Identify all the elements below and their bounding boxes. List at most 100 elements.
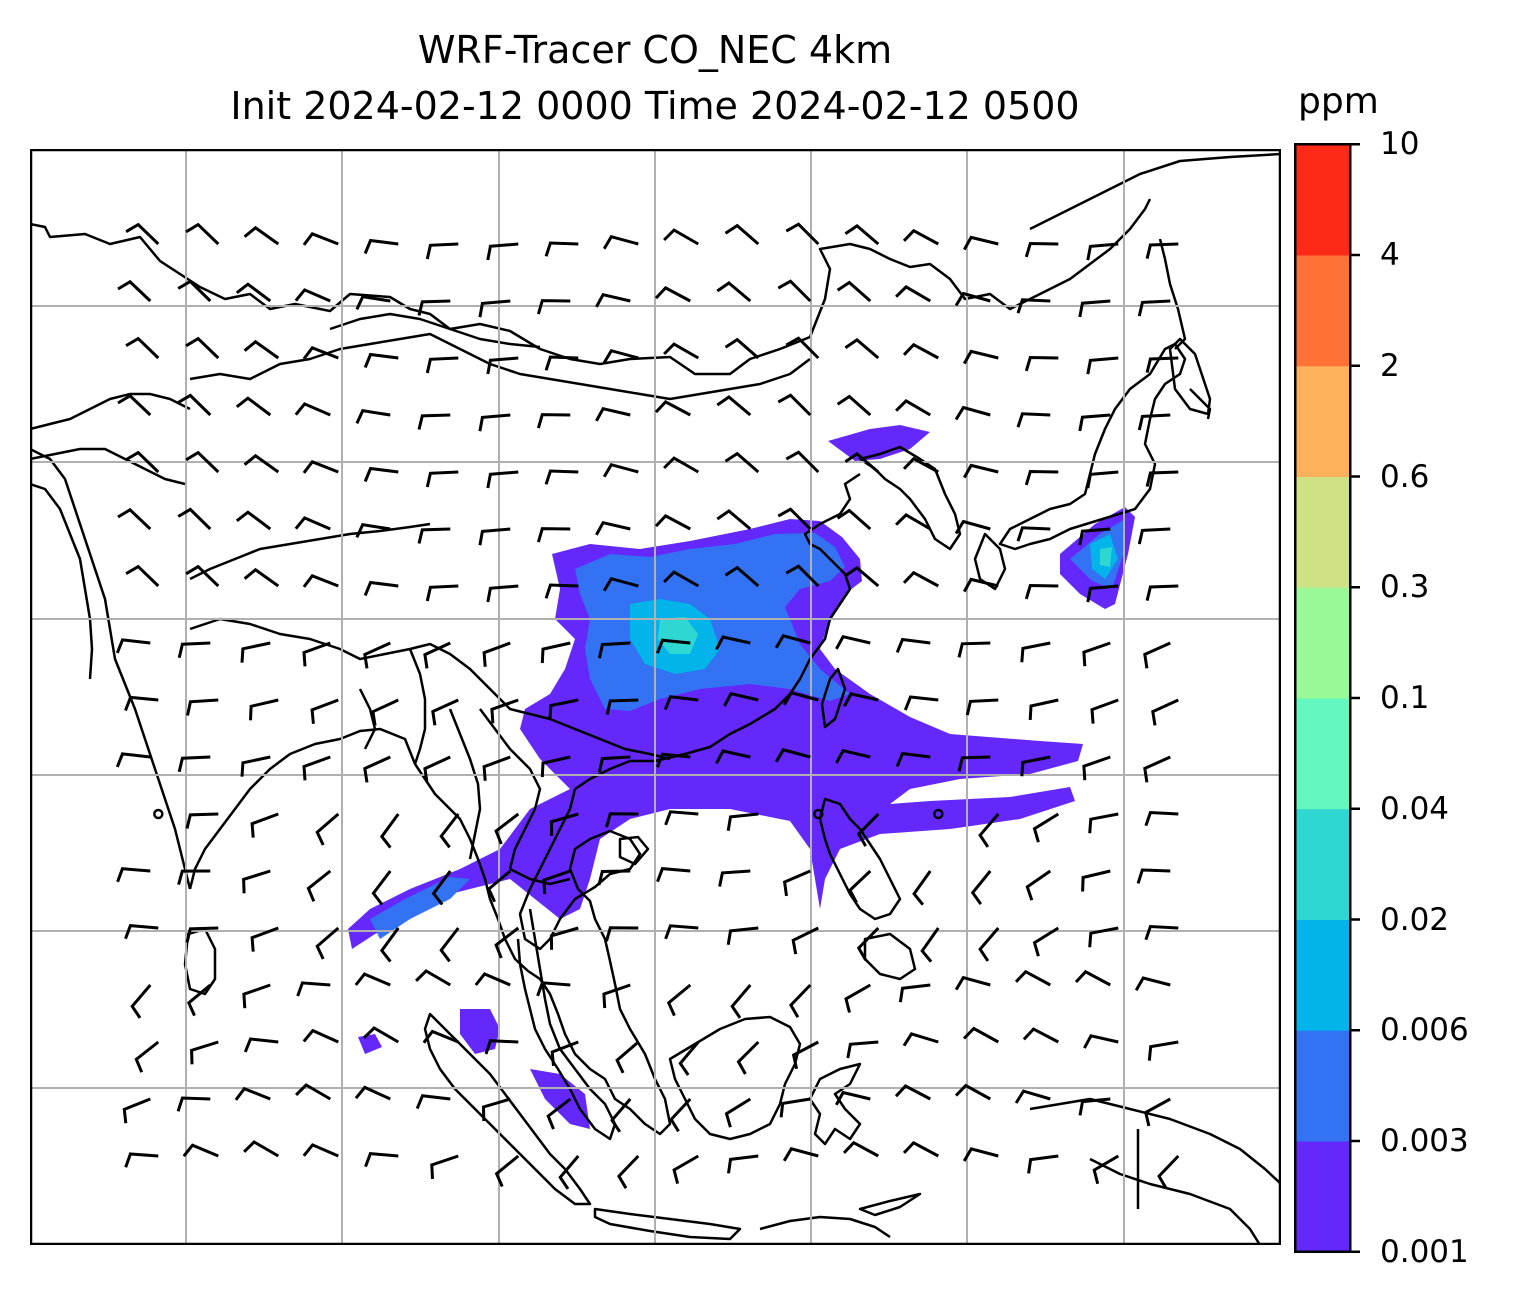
wind-barb	[415, 969, 452, 987]
wind-barb	[364, 1152, 399, 1168]
wind-barb	[1137, 413, 1171, 431]
wind-barb	[962, 1026, 1000, 1044]
wind-barb	[736, 1040, 760, 1075]
wind-barb	[117, 507, 152, 531]
wind-barb	[354, 972, 391, 987]
wind-barb	[664, 924, 699, 940]
wind-barb	[730, 984, 752, 1019]
coastline-borneo	[668, 1015, 802, 1141]
wind-barb	[176, 1096, 211, 1112]
wind-barb	[302, 1143, 339, 1158]
wind-barb	[678, 1041, 700, 1076]
wind-barb	[1016, 412, 1051, 428]
colorbar-swatch	[1295, 255, 1351, 367]
wind-calm-circle	[153, 808, 164, 820]
colorbar-tick-label: 0.6	[1380, 458, 1430, 495]
wind-barb	[716, 395, 752, 417]
wind-barb	[1020, 755, 1051, 777]
wind-barb	[664, 810, 699, 826]
wind-barb	[185, 926, 219, 943]
plume-main	[348, 519, 1083, 949]
coastline-taiwan	[820, 667, 847, 729]
wind-barb	[177, 641, 211, 659]
wind-barb	[716, 509, 752, 531]
wind-barb	[912, 870, 932, 906]
wind-barb	[363, 352, 399, 369]
wind-barb	[243, 453, 280, 474]
colorbar-tick-label: 0.003	[1380, 1123, 1469, 1159]
wind-barb	[1016, 298, 1051, 314]
plume-andaman	[358, 1034, 382, 1054]
wind-barb	[978, 813, 1000, 848]
wind-barb	[550, 1040, 579, 1067]
wind-barb	[243, 225, 280, 246]
wind-barb	[302, 231, 339, 246]
wind-barb	[1145, 356, 1179, 373]
wind-barb	[250, 812, 279, 838]
colorbar-swatch	[1295, 808, 1351, 920]
wind-barbs	[115, 222, 1180, 1190]
wind-barb	[186, 983, 212, 1017]
wind-barb	[895, 637, 931, 653]
wind-barb	[494, 1154, 520, 1188]
wind-barb	[844, 224, 880, 246]
wind-barb	[243, 339, 280, 360]
coastline-new-guinea-west	[1089, 1157, 1262, 1245]
wind-barb	[116, 867, 151, 883]
wind-barb	[957, 641, 991, 658]
border-central-asia-2	[30, 447, 186, 486]
wind-barb	[844, 338, 880, 360]
wind-barb	[615, 1040, 640, 1074]
wind-barb	[363, 466, 399, 483]
wind-barb	[371, 870, 392, 906]
wind-barb	[185, 450, 220, 474]
wind-barb	[486, 869, 512, 903]
map-panel	[30, 149, 1281, 1245]
wind-barb	[177, 755, 211, 773]
coastline-asia-north	[30, 198, 1152, 376]
wind-barb	[540, 755, 571, 778]
coastline-india-east	[188, 727, 417, 890]
wind-barb	[1151, 698, 1179, 726]
coastline-sumatra	[423, 1012, 592, 1206]
map-frame	[30, 149, 1281, 1245]
colorbar-tick-label: 4	[1380, 237, 1400, 273]
wind-barb	[294, 402, 331, 417]
wind-barb	[185, 812, 219, 829]
wind-barb	[439, 927, 460, 963]
wind-barb	[1022, 1027, 1059, 1044]
colorbar	[1294, 143, 1360, 1253]
wind-barb	[894, 1084, 931, 1101]
wind-barb	[1078, 1097, 1111, 1116]
wind-barb	[605, 926, 639, 942]
wind-barb	[124, 695, 159, 712]
wind-barb	[1032, 812, 1060, 843]
coastline-far-east	[1029, 152, 1281, 231]
wind-barb	[417, 413, 451, 430]
wind-barb	[724, 337, 760, 360]
wind-barb	[115, 638, 151, 654]
wind-barb	[970, 870, 992, 905]
wind-barb	[177, 279, 212, 303]
wind-barb	[895, 399, 932, 417]
wind-barb	[663, 570, 700, 588]
wind-barb	[249, 698, 279, 721]
plume-level2-sw	[370, 877, 470, 939]
wind-barb	[544, 241, 579, 257]
tracer-plume	[348, 425, 1135, 1129]
colorbar-swatch	[1295, 144, 1351, 256]
wind-barb	[617, 1154, 640, 1189]
wind-barb	[856, 812, 880, 847]
wind-barb	[1143, 1097, 1172, 1127]
wind-barb	[1137, 527, 1171, 545]
wind-barb	[478, 413, 511, 432]
border-china-south	[549, 717, 671, 761]
wind-barb	[726, 926, 759, 945]
wind-barb	[902, 570, 940, 588]
wind-barb	[902, 1140, 940, 1158]
wind-barb	[836, 280, 872, 303]
wind-barb	[177, 869, 211, 885]
coastline-japan-kyushu	[973, 532, 1007, 591]
wind-barb	[962, 235, 999, 251]
wind-barb	[315, 926, 340, 960]
